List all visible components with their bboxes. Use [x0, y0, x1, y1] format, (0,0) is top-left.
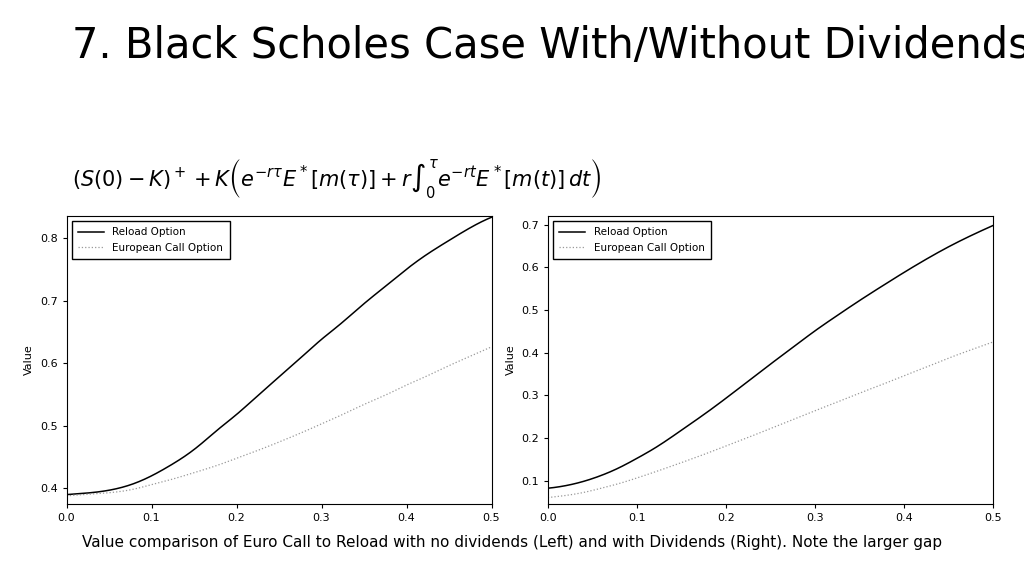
Reload Option: [918, 257, 930, 264]
European Call Option: [543, 494, 555, 501]
Legend: Reload Option, European Call Option: Reload Option, European Call Option: [553, 221, 711, 259]
Reload Option: [945, 242, 957, 249]
Y-axis label: Value: Value: [25, 344, 34, 376]
European Call Option: [945, 354, 957, 361]
Line: Reload Option: Reload Option: [548, 225, 993, 488]
Reload Option: [419, 252, 431, 259]
European Call Option: [60, 492, 73, 499]
Line: European Call Option: European Call Option: [67, 347, 492, 496]
European Call Option: [807, 408, 819, 415]
Reload Option: [807, 329, 819, 336]
Text: Value comparison of Euro Call to Reload with no dividends (Left) and with Divide: Value comparison of Euro Call to Reload …: [82, 535, 942, 551]
European Call Option: [814, 405, 826, 412]
Reload Option: [543, 484, 555, 491]
European Call Option: [918, 365, 930, 372]
Text: “A share grant and a European call option”: “A share grant and a European call optio…: [67, 307, 364, 321]
European Call Option: [542, 494, 554, 501]
European Call Option: [445, 361, 458, 368]
European Call Option: [419, 374, 431, 381]
Reload Option: [445, 236, 458, 242]
European Call Option: [987, 339, 999, 346]
Reload Option: [987, 222, 999, 229]
European Call Option: [485, 343, 498, 350]
Text: $(S(0) - K)^+ + K\left(e^{-r\tau}E^*[m(\tau)] + r\int_0^{\tau} e^{-rt}E^*[m(t)]\: $(S(0) - K)^+ + K\left(e^{-r\tau}E^*[m(\…: [72, 157, 601, 200]
Reload Option: [60, 491, 73, 498]
European Call Option: [61, 492, 74, 499]
Reload Option: [806, 330, 818, 337]
European Call Option: [806, 408, 818, 415]
Line: European Call Option: European Call Option: [548, 342, 993, 498]
Line: Reload Option: Reload Option: [67, 217, 492, 495]
Reload Option: [321, 332, 333, 339]
Reload Option: [542, 485, 554, 492]
Legend: Reload Option, European Call Option: Reload Option, European Call Option: [72, 221, 229, 259]
Reload Option: [61, 491, 74, 498]
European Call Option: [321, 418, 333, 425]
Y-axis label: Value: Value: [506, 344, 515, 376]
European Call Option: [313, 421, 326, 428]
Reload Option: [313, 338, 326, 344]
European Call Option: [312, 422, 325, 429]
Reload Option: [312, 339, 325, 346]
Reload Option: [814, 324, 826, 331]
Reload Option: [485, 214, 498, 221]
Text: 7. Black Scholes Case With/Without Dividends: 7. Black Scholes Case With/Without Divid…: [72, 25, 1024, 67]
